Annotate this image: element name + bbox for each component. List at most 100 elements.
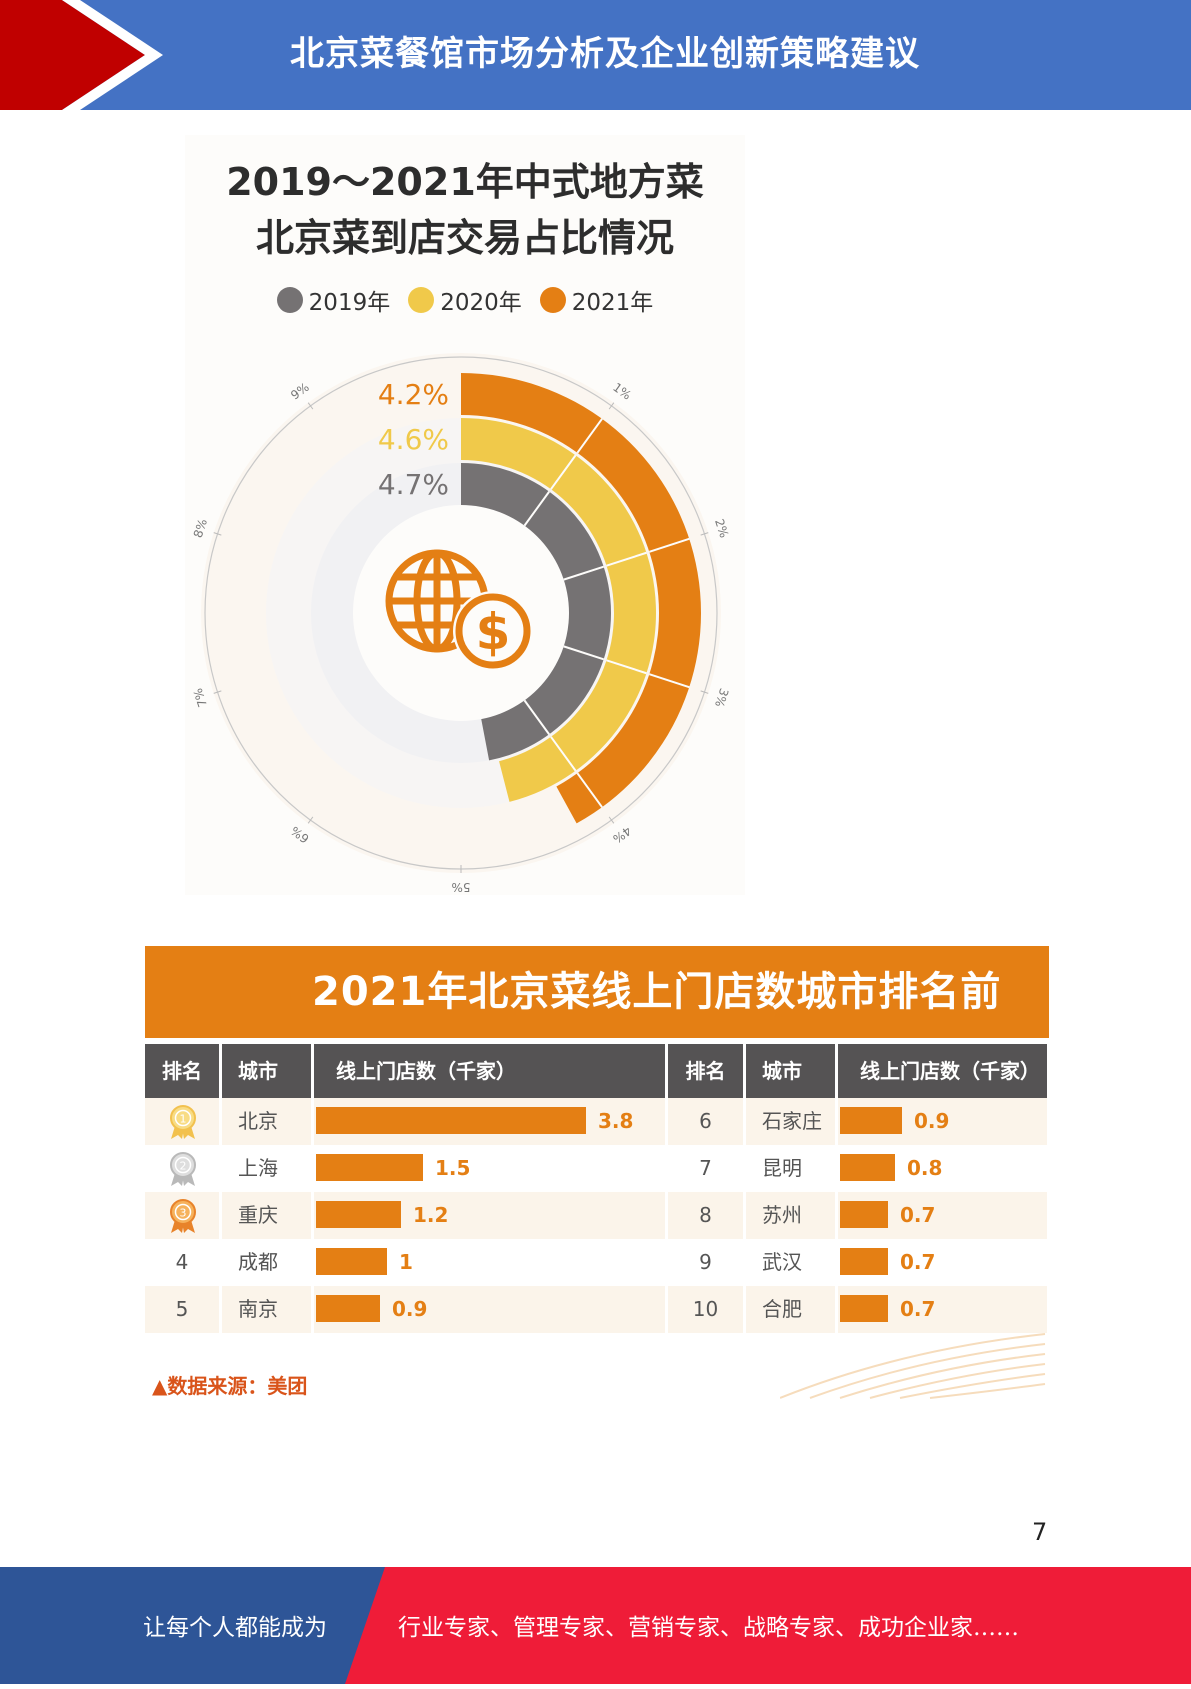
arc-2019 (461, 463, 611, 761)
donut-chart-panel: 1% 2% 3% 4% 5% 6% 7% 8% 9% 4.2% 4.6% 4.7% $ 2019～202… (185, 135, 745, 895)
scale-label: 2% (712, 517, 731, 539)
scale-tick (213, 532, 222, 536)
city-cell: 苏州 (746, 1192, 835, 1239)
store-count-value: 0.8 (907, 1156, 943, 1180)
store-count-bar (316, 1248, 387, 1275)
store-count-value: 0.7 (900, 1250, 936, 1274)
dollar-coin-icon: $ (453, 591, 533, 671)
scale-tick (700, 532, 709, 536)
city-cell: 成都 (238, 1250, 278, 1274)
city-cell: 昆明 (762, 1156, 802, 1180)
header-city-2: 城市 (746, 1044, 835, 1098)
footer-slogan-left: 让每个人都能成为 (143, 1615, 327, 1641)
arc-2020 (461, 418, 657, 802)
rank-cell: 1 (145, 1098, 219, 1145)
store-count-cell: 3.8 (314, 1098, 665, 1145)
arc-separator (576, 772, 603, 808)
store-count-bar (316, 1107, 586, 1134)
scale-label: 4% (610, 823, 634, 846)
footer-banner-graphic (0, 1567, 1191, 1684)
chart-title-line1: 2019～2021年中式地方菜 (226, 160, 704, 204)
scale-label: 8% (191, 517, 210, 539)
store-count-value: 3.8 (598, 1109, 634, 1133)
table-row: 3 重庆 1.2 8 苏州 0.7 (145, 1192, 1049, 1239)
store-count-bar (316, 1154, 423, 1181)
arc-separator (606, 659, 647, 675)
legend-item-2019: 2019年 (276, 283, 391, 317)
store-count-bar (840, 1201, 888, 1228)
table-row: 2 上海 1.5 7 昆明 0.8 (145, 1145, 1049, 1192)
header-banner-graphic (0, 0, 1191, 110)
svg-text:1: 1 (180, 1113, 187, 1126)
city-cell: 上海 (238, 1156, 278, 1180)
scale-tick (307, 816, 314, 824)
dollar-sign-icon: $ (476, 603, 511, 661)
ranking-title: 2021年北京菜线上门店数城市排名前10 (145, 946, 1049, 1107)
ranking-table: 排名 城市 线上门店数（千家） 排名 城市 线上门店数（千家） 1 北京 3.8 6 石… (145, 1044, 1049, 1333)
scale-tick (608, 816, 615, 824)
arc-separator (576, 418, 603, 454)
city-cell: 北京 (222, 1098, 311, 1145)
store-count-cell: 1.2 (314, 1192, 665, 1239)
rank-cell: 10 (668, 1286, 743, 1333)
store-count-cell: 1.5 (314, 1145, 665, 1192)
legend-label-2020: 2020年 (440, 290, 522, 316)
scale-label: 1% (610, 380, 634, 403)
arc-2021 (461, 373, 702, 824)
store-count-bar (316, 1295, 380, 1322)
city-cell: 石家庄 (746, 1098, 835, 1145)
page-number: 7 (1032, 1518, 1048, 1546)
scale-tick (307, 402, 314, 410)
store-count-bar (840, 1248, 888, 1275)
scale-label: 3% (712, 686, 731, 708)
value-label: 4.2% (378, 378, 449, 411)
legend-swatch-2021 (539, 287, 566, 313)
store-count-cell: 0.9 (314, 1286, 665, 1333)
legend-swatch-2020 (408, 287, 435, 313)
scale-label: 5% (451, 880, 470, 894)
value-label: 4.7% (378, 468, 449, 501)
legend-item-2020: 2020年 (408, 283, 522, 317)
scale-tick (608, 402, 615, 410)
store-count-value: 0.9 (392, 1297, 428, 1321)
store-count-cell: 1 (314, 1239, 665, 1286)
legend-label-2021: 2021年 (571, 290, 654, 316)
scale-label: 7% (191, 686, 210, 708)
legend-item-2021: 2021年 (539, 283, 654, 317)
rank-cell: 9 (699, 1250, 712, 1274)
store-count-value: 1 (399, 1250, 413, 1274)
rank-cell: 2 (145, 1145, 219, 1192)
store-count-bar (840, 1295, 888, 1322)
arc-separator (550, 454, 577, 490)
rank-cell: 5 (145, 1286, 219, 1333)
table-row: 1 北京 3.8 6 石家庄 0.9 (145, 1098, 1049, 1145)
svg-text:2: 2 (180, 1160, 187, 1173)
donut-chart: 1% 2% 3% 4% 5% 6% 7% 8% 9% 4.2% 4.6% 4.7% $ (191, 353, 731, 894)
rank-cell: 7 (699, 1156, 712, 1180)
store-count-value: 0.7 (900, 1297, 936, 1321)
store-count-cell: 0.7 (838, 1192, 1047, 1239)
rank-cell: 6 (668, 1098, 743, 1145)
header-city: 城市 (222, 1044, 311, 1098)
header-rank: 排名 (145, 1044, 219, 1098)
store-count-value: 1.2 (413, 1203, 449, 1227)
page-footer: 让每个人都能成为 行业专家、管理专家、营销专家、战略专家、成功企业家…… (0, 1567, 1191, 1684)
city-ranking-panel: 2021年北京菜线上门店数城市排名前10 排名 城市 线上门店数（千家） 排名 … (145, 946, 1049, 1333)
arc-separator (649, 537, 690, 553)
rank-cell: 3 (145, 1192, 219, 1239)
gold-medal-icon: 1 (170, 1105, 196, 1139)
store-count-value: 0.9 (914, 1109, 950, 1133)
footer-slogan-right: 行业专家、管理专家、营销专家、战略专家、成功企业家…… (398, 1615, 1019, 1641)
decorative-lines (780, 1333, 1046, 1399)
rank-cell: 4 (175, 1250, 189, 1274)
city-cell: 合肥 (746, 1286, 835, 1333)
store-count-value: 0.7 (900, 1203, 936, 1227)
arc-separator (563, 645, 604, 661)
chart-title-line2: 北京菜到店交易占比情况 (255, 216, 674, 260)
legend-swatch-2019 (276, 287, 303, 313)
scale-tick (213, 690, 222, 694)
city-cell: 武汉 (762, 1250, 802, 1274)
legend-label-2019: 2019年 (308, 290, 391, 316)
chart-legend: 2019年 2020年 2021年 (185, 283, 745, 317)
arc-separator (649, 673, 690, 689)
